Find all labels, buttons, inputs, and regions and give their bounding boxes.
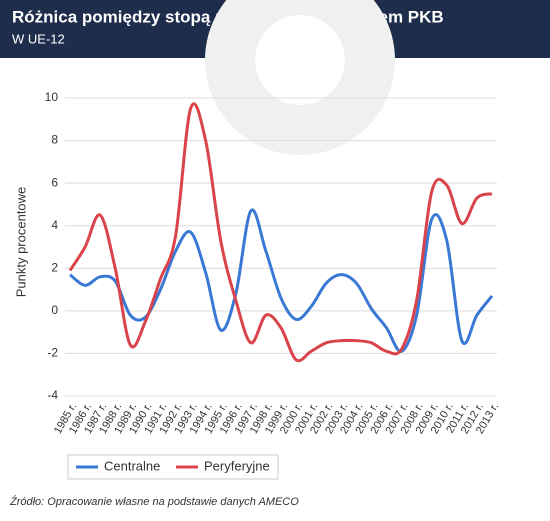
source: Źródło: Opracowanie własne na podstawie … bbox=[9, 495, 299, 508]
y-tick-label: 0 bbox=[51, 303, 58, 317]
watermark bbox=[255, 15, 345, 105]
legend-label: Centralne bbox=[104, 458, 160, 473]
y-axis-label: Punkty procentowe bbox=[13, 187, 28, 298]
y-tick-label: 8 bbox=[51, 133, 58, 147]
y-tick-label: -2 bbox=[47, 346, 58, 360]
legend bbox=[67, 454, 279, 480]
chart-subtitle: W UE-12 bbox=[12, 31, 65, 46]
y-tick-label: 2 bbox=[51, 260, 58, 274]
y-tick-label: -4 bbox=[47, 388, 58, 402]
y-tick-label: 10 bbox=[45, 90, 59, 104]
legend-label: Peryferyjne bbox=[204, 458, 270, 473]
line-series bbox=[69, 208, 494, 353]
line-series bbox=[68, 102, 493, 363]
y-tick-label: 6 bbox=[51, 175, 58, 189]
y-tick-label: 4 bbox=[51, 218, 58, 232]
